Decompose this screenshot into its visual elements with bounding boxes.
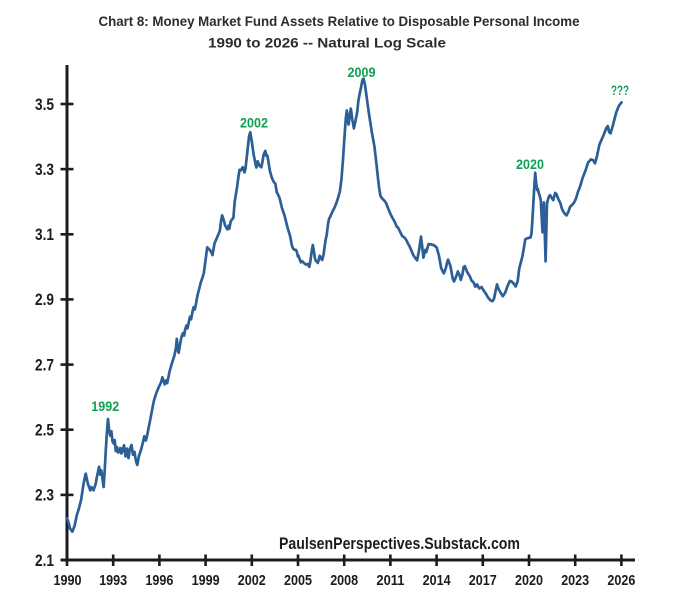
svg-text:2008: 2008	[330, 573, 358, 589]
svg-text:2.5: 2.5	[35, 422, 54, 440]
svg-text:1990: 1990	[54, 573, 82, 589]
svg-text:2.9: 2.9	[35, 291, 54, 309]
svg-text:3.3: 3.3	[35, 161, 54, 179]
svg-text:2020: 2020	[515, 573, 543, 589]
svg-text:2.7: 2.7	[35, 356, 54, 374]
svg-text:2017: 2017	[469, 573, 497, 589]
svg-text:2005: 2005	[284, 573, 312, 589]
svg-text:2011: 2011	[376, 573, 404, 589]
svg-text:2020: 2020	[516, 157, 544, 172]
svg-text:2.1: 2.1	[35, 552, 54, 570]
svg-text:1996: 1996	[145, 573, 173, 589]
svg-text:???: ???	[611, 83, 629, 98]
svg-text:3.5: 3.5	[35, 96, 54, 114]
svg-text:2002: 2002	[238, 573, 266, 589]
svg-text:1992: 1992	[91, 399, 119, 414]
svg-text:2.3: 2.3	[35, 487, 54, 505]
svg-text:1993: 1993	[99, 573, 127, 589]
svg-text:1990 to 2026 -- Natural Log Sc: 1990 to 2026 -- Natural Log Scale	[208, 36, 446, 52]
svg-text:3.1: 3.1	[35, 226, 54, 244]
svg-text:Chart 8: Money Market Fund Ass: Chart 8: Money Market Fund Assets Relati…	[99, 14, 580, 30]
svg-text:2014: 2014	[423, 573, 451, 589]
svg-text:2009: 2009	[348, 65, 376, 80]
svg-text:PaulsenPerspectives.Substack.c: PaulsenPerspectives.Substack.com	[279, 535, 520, 553]
svg-text:2023: 2023	[561, 573, 589, 589]
svg-text:2026: 2026	[607, 573, 635, 589]
svg-text:2002: 2002	[240, 116, 268, 131]
svg-text:1999: 1999	[192, 573, 220, 589]
